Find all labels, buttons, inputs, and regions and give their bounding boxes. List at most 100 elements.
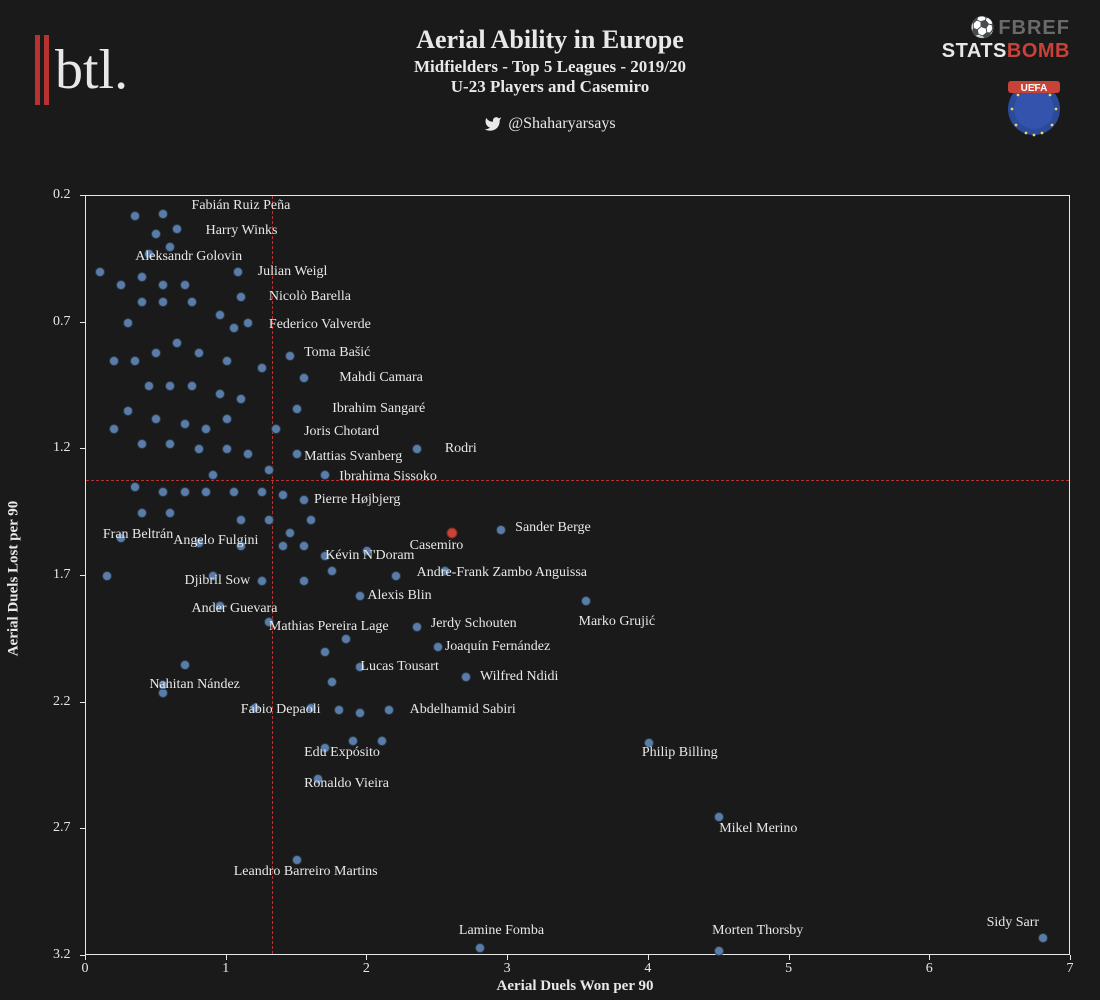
chart-title: Aerial Ability in Europe: [414, 25, 686, 55]
data-label: Ibrahima Sissoko: [339, 469, 437, 485]
x-tick-label: 2: [363, 961, 370, 977]
data-point: [158, 280, 168, 290]
title-block: Aerial Ability in Europe Midfielders - T…: [414, 25, 686, 133]
logo-btl: btl.: [35, 35, 128, 105]
logo-right-block: ⚽FBREF STATSBOMB UEFA: [942, 15, 1070, 146]
data-point: [229, 323, 239, 333]
data-point: [215, 389, 225, 399]
data-label: Alexis Blin: [367, 588, 431, 604]
y-tick-label: 1.7: [53, 567, 71, 583]
data-point: [158, 487, 168, 497]
data-label: Aleksandr Golovin: [135, 249, 242, 265]
data-point: [299, 495, 309, 505]
data-label: Lamine Fomba: [459, 923, 544, 939]
data-point: [165, 508, 175, 518]
data-point: [236, 515, 246, 525]
data-point: [222, 356, 232, 366]
y-tick-label: 1.2: [53, 440, 71, 456]
ref-line-horizontal: [86, 480, 1069, 481]
data-label: Nicolò Barella: [269, 289, 351, 305]
uefa-badge: UEFA: [998, 69, 1070, 146]
data-label: Toma Bašić: [304, 345, 370, 361]
data-point: [151, 229, 161, 239]
data-point: [130, 356, 140, 366]
data-label: Djibril Sow: [185, 573, 251, 589]
data-point: [222, 414, 232, 424]
data-point: [194, 348, 204, 358]
data-label: Abdelhamid Sabiri: [410, 702, 516, 718]
x-tick-label: 1: [222, 961, 229, 977]
x-tick-label: 3: [504, 961, 511, 977]
data-label: Federico Valverde: [269, 317, 371, 333]
data-point: [151, 414, 161, 424]
y-tick-mark: [80, 322, 85, 323]
data-point: [299, 541, 309, 551]
data-point: [187, 381, 197, 391]
data-point: [194, 444, 204, 454]
data-point: [278, 541, 288, 551]
y-tick-mark: [80, 828, 85, 829]
data-point: [384, 705, 394, 715]
data-point: [327, 566, 337, 576]
data-label: Rodri: [445, 441, 477, 457]
data-label: Kévin N'Doram: [325, 548, 414, 564]
data-point: [320, 647, 330, 657]
y-tick-label: 2.7: [53, 820, 71, 836]
data-point: [180, 419, 190, 429]
data-label: Morten Thorsby: [712, 923, 803, 939]
data-point: [581, 596, 591, 606]
chart-subtitle-1: Midfielders - Top 5 Leagues - 2019/20: [414, 57, 686, 77]
data-point: [158, 297, 168, 307]
data-point: [243, 449, 253, 459]
data-point: [165, 439, 175, 449]
data-point: [158, 209, 168, 219]
data-point: [201, 487, 211, 497]
data-point: [285, 351, 295, 361]
data-point: [236, 292, 246, 302]
data-label: Julian Weigl: [258, 264, 328, 280]
data-point: [180, 487, 190, 497]
data-point: [461, 672, 471, 682]
data-label: Wilfred Ndidi: [480, 669, 558, 685]
x-tick-mark: [789, 955, 790, 960]
data-point: [130, 482, 140, 492]
data-point: [137, 439, 147, 449]
fbref-logo: ⚽FBREF: [942, 15, 1070, 40]
x-axis-label: Aerial Duels Won per 90: [497, 978, 654, 995]
data-point: [264, 465, 274, 475]
data-point: [271, 424, 281, 434]
data-label: Mattias Svanberg: [304, 449, 402, 465]
data-point: [475, 943, 485, 953]
data-point: [341, 634, 351, 644]
data-label: Lucas Tousart: [360, 659, 438, 675]
y-tick-label: 2.2: [53, 694, 71, 710]
data-point: [292, 404, 302, 414]
data-label: Mikel Merino: [719, 821, 797, 837]
data-label: Joris Chotard: [304, 424, 379, 440]
data-point: [257, 363, 267, 373]
data-point: [1038, 933, 1048, 943]
data-point: [257, 576, 267, 586]
data-point: [377, 736, 387, 746]
data-point: [299, 373, 309, 383]
data-point: [236, 394, 246, 404]
data-point: [95, 267, 105, 277]
data-label: Nahitan Nández: [149, 677, 240, 693]
x-tick-label: 7: [1067, 961, 1074, 977]
y-axis-label: Aerial Duels Lost per 90: [6, 501, 23, 657]
scatter-plot: Fabián Ruiz PeñaHarry WinksAleksandr Gol…: [85, 195, 1070, 955]
data-label: Ibrahim Sangaré: [332, 401, 425, 417]
data-point: [102, 571, 112, 581]
y-tick-label: 0.2: [53, 187, 71, 203]
data-point: [320, 470, 330, 480]
data-point: [355, 591, 365, 601]
data-label: Leandro Barreiro Martins: [234, 864, 378, 880]
data-point: [334, 705, 344, 715]
data-label: Harry Winks: [206, 223, 278, 239]
y-tick-mark: [80, 702, 85, 703]
data-point: [348, 736, 358, 746]
data-label: Philip Billing: [642, 745, 718, 761]
x-tick-mark: [85, 955, 86, 960]
x-tick-mark: [366, 955, 367, 960]
data-point: [299, 576, 309, 586]
